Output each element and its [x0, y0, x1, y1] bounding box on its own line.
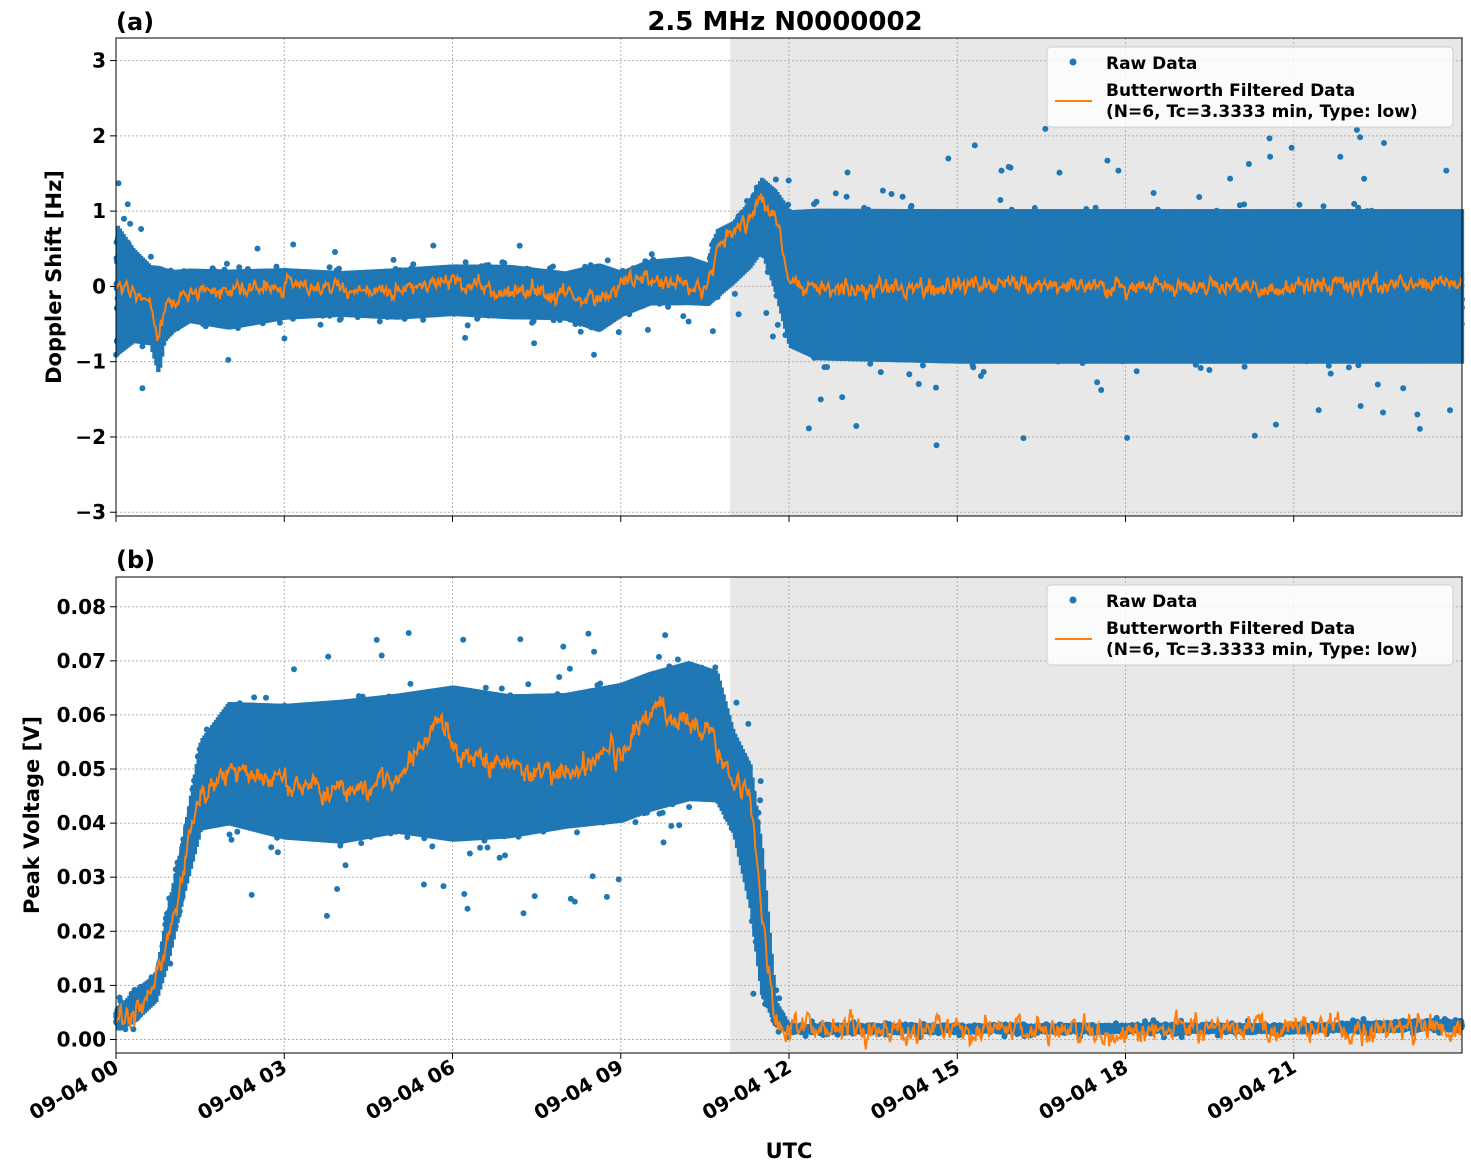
panel-a-raw-point: [281, 335, 288, 342]
panel-a-raw-point: [121, 215, 127, 222]
panel-a-raw-point: [680, 313, 687, 320]
panel-a-raw-point: [1296, 201, 1303, 208]
panel-a-raw-point: [430, 242, 437, 249]
panel-a-raw-point: [147, 253, 154, 260]
panel-a-raw-point: [390, 256, 397, 263]
panel-a-raw-point: [1206, 367, 1213, 373]
panel-a-raw-point: [1443, 167, 1450, 174]
panel-a-raw-point: [648, 251, 655, 258]
panel-a-raw-point: [1447, 407, 1453, 414]
panel-a-raw-point: [735, 311, 742, 318]
panel-a-raw-point: [1133, 368, 1140, 375]
panel-a-raw-point: [499, 259, 506, 266]
panel-a-raw-point: [1374, 381, 1381, 388]
panel-a-raw-point: [709, 328, 716, 335]
panel-a-raw-point: [1124, 434, 1131, 441]
panel-a-raw-point: [877, 369, 884, 376]
panel-a-raw-point: [1094, 379, 1101, 386]
panel-a-raw-point: [138, 226, 145, 232]
panel-a-raw-point: [933, 442, 940, 449]
panel-a-raw-point: [1315, 407, 1322, 414]
panel-a-raw-point: [529, 319, 536, 326]
panel-a-raw-point: [919, 362, 926, 369]
panel-a-raw-point: [685, 318, 692, 325]
panel-a-raw-point: [462, 334, 469, 341]
panel-a-raw-point: [332, 249, 338, 255]
panel-a-raw-point: [1327, 370, 1334, 377]
panel-a-raw-point: [1056, 169, 1063, 176]
panel-a-raw-point: [899, 193, 906, 200]
panel-a-raw-point: [317, 321, 324, 328]
panel-a-raw-point: [1104, 157, 1111, 164]
panel-a-raw-point: [1288, 144, 1295, 151]
panel-a-raw-point: [1272, 421, 1279, 428]
panel-a-raw-point: [1357, 134, 1364, 141]
panel-a-raw-point: [591, 351, 597, 358]
panel-a-raw-point: [1115, 167, 1122, 174]
panel-a-raw-point: [462, 259, 469, 266]
figure-title: 2.5 MHz N0000002: [647, 7, 922, 37]
panel-a-raw-point: [1337, 153, 1344, 160]
panel-a-raw-point: [844, 169, 851, 176]
panel-a-raw-point: [933, 384, 939, 391]
panel-a-raw-point: [1098, 387, 1105, 393]
panel-a-raw-point: [1414, 411, 1421, 418]
panel-a-raw-point: [1245, 161, 1252, 167]
panel-a-raw-point: [464, 322, 471, 329]
panel-a-raw-point: [817, 396, 824, 403]
panel-a-raw-point: [772, 176, 779, 183]
panel-a-raw-point: [516, 242, 523, 249]
panel-a-raw-point: [811, 201, 817, 208]
